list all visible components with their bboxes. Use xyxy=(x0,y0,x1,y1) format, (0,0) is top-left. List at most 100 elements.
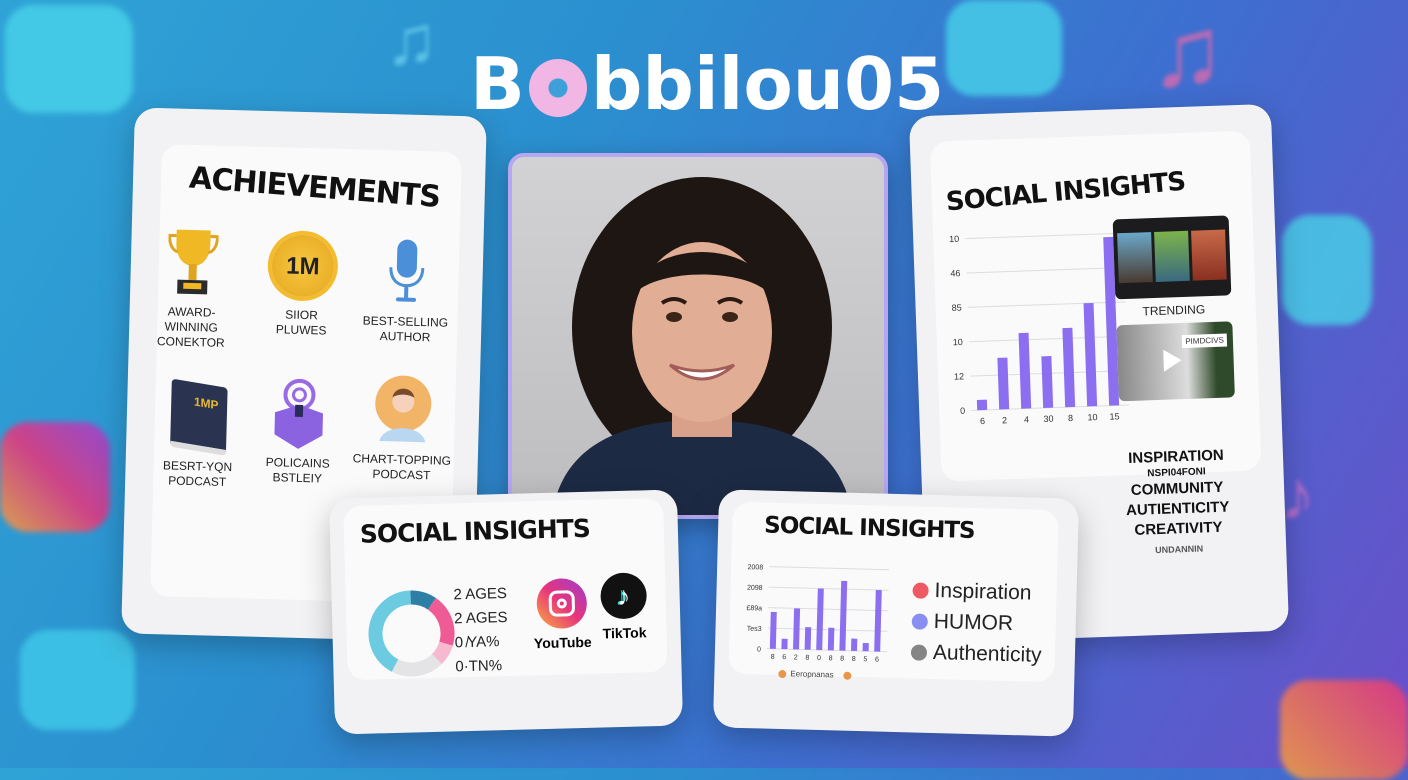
x-tick-label: 2 xyxy=(1002,415,1007,425)
gridline xyxy=(966,266,1125,274)
gridline xyxy=(965,232,1124,240)
x-tick-label: 8 xyxy=(840,656,844,663)
x-tick-label: 5 xyxy=(863,656,867,663)
social-insights-card-bottom: SOCIAL INSIGHTS 0 Tes3 £89a 2098 2008 8 6 2 8 0 8 8… xyxy=(712,489,1080,737)
x-tick-label: 6 xyxy=(980,416,985,426)
bar xyxy=(976,399,988,411)
achievement-label: BEST-SELLING xyxy=(362,313,449,330)
bar xyxy=(1083,302,1098,407)
achievement-label: PLUWES xyxy=(275,322,327,338)
y-tick-label: 10 xyxy=(953,337,963,347)
video-tag: PIMDCIVS xyxy=(1182,333,1228,349)
badge-1m-icon: 1M xyxy=(252,229,354,304)
platform-youtube[interactable]: YouTube xyxy=(531,577,593,652)
achievement-item: BEST-SELLING AUTHOR xyxy=(355,235,458,346)
word-cloud-word: UNDANNIN xyxy=(1155,543,1204,556)
play-icon xyxy=(5,5,133,113)
donut-segment xyxy=(368,590,412,672)
social-insights-card-left: SOCIAL INSIGHTS 2 AGES 2 AGES 0 ̸YA% 0·T… xyxy=(328,489,684,735)
donut-segment xyxy=(410,590,436,610)
podcast-icon xyxy=(274,378,323,449)
insights-title: SOCIAL INSIGHTS xyxy=(763,512,975,545)
legend: Inspiration HUMOR Authenticity xyxy=(910,574,1044,670)
y-tick-label: 0 xyxy=(960,406,965,416)
bar xyxy=(793,608,801,650)
achievement-label: CHART-TOPPING xyxy=(352,451,452,468)
bar xyxy=(1062,327,1076,408)
achievement-label: AUTHOR xyxy=(379,328,431,345)
y-tick-label: 46 xyxy=(950,268,960,278)
donut-label: 0 ̸YA% xyxy=(454,633,500,652)
gridline xyxy=(967,301,1126,308)
person-icon xyxy=(375,375,432,443)
x-tick-label: 2 xyxy=(794,654,798,661)
legend-dot xyxy=(843,671,852,680)
y-tick-label: 12 xyxy=(954,371,964,381)
achievement-item: AWARD-WINNING CONEKTOR xyxy=(141,226,244,352)
x-tick-label: 0 xyxy=(817,655,821,662)
achievement-item: 1MP BESRT-YQN PODCAST xyxy=(147,378,250,491)
x-tick-label: 8 xyxy=(805,655,809,662)
gridline xyxy=(768,607,889,612)
bar xyxy=(862,642,869,652)
achievement-label: PODCAST xyxy=(167,473,227,489)
play-icon[interactable] xyxy=(1163,349,1182,372)
play-icon xyxy=(20,630,135,730)
sub-legend-label: Eeropnanas xyxy=(790,669,834,680)
bar xyxy=(1103,236,1120,406)
microphone-icon xyxy=(389,239,425,302)
legend-label: HUMOR xyxy=(933,609,1014,636)
trending-thumbnail[interactable] xyxy=(1112,215,1232,300)
video-thumbnail[interactable]: PIMDCIVS xyxy=(1116,321,1235,402)
donut-chart xyxy=(368,590,455,677)
trophy-icon xyxy=(168,229,219,295)
y-tick-label: 85 xyxy=(951,303,961,313)
sub-legend: Eeropnanas xyxy=(778,669,852,681)
music-note-icon: ♫ xyxy=(385,1,438,79)
x-tick-label: 8 xyxy=(1068,413,1073,423)
achievement-label: AWARD-WINNING xyxy=(164,304,219,335)
platform-label: YouTube xyxy=(533,633,592,652)
platform-tiktok[interactable]: ♪ TikTok xyxy=(595,572,653,641)
y-tick-label: 2098 xyxy=(747,585,763,592)
bar xyxy=(769,611,777,649)
donut-segment xyxy=(427,598,455,646)
x-tick-label: 8 xyxy=(771,654,775,661)
book-icon: 1MP xyxy=(148,378,250,456)
y-tick-label: 10 xyxy=(949,234,959,244)
x-tick-label: 8 xyxy=(852,656,856,663)
legend-dot xyxy=(912,581,929,599)
donut-label: 2 AGES xyxy=(453,608,508,628)
bar xyxy=(804,627,812,650)
bar xyxy=(1041,356,1054,408)
legend-item: HUMOR xyxy=(911,605,1042,639)
bar-chart: 0 12 10 85 46 10 6 2 4 30 8 10 15 xyxy=(949,232,1130,426)
gridline xyxy=(768,586,889,591)
achievement-label: CONEKTOR xyxy=(156,334,225,350)
instagram-icon xyxy=(536,577,588,630)
achievements-card: ACHIEVEMENTS AWARD-WINNING CONEKTOR 1M SI… xyxy=(121,107,487,643)
logo-icon: o xyxy=(528,59,587,117)
legend-item: Inspiration xyxy=(912,574,1043,608)
legend-item: Authenticity xyxy=(910,636,1042,670)
x-tick-label: 10 xyxy=(1087,412,1097,422)
legend-dot xyxy=(911,612,929,630)
book-badge: 1MP xyxy=(170,378,228,456)
bar xyxy=(874,589,882,652)
badge-text: 1M xyxy=(271,234,335,298)
title-part: bbilou05 xyxy=(590,42,945,126)
donut-segment xyxy=(431,641,453,665)
legend-dot xyxy=(778,669,787,679)
legend-label: Authenticity xyxy=(932,640,1042,667)
bar xyxy=(850,638,858,651)
instagram-icon xyxy=(0,422,110,532)
donut-segment xyxy=(391,653,442,677)
x-tick-label: 8 xyxy=(829,655,833,662)
insights-title: SOCIAL INSIGHTS xyxy=(359,513,591,549)
word-cloud: INSPIRATION NSPI04FONI COMMUNITY AUTIENT… xyxy=(1101,445,1255,562)
x-tick-label: 6 xyxy=(782,654,786,661)
achievement-label: BSTLEIY xyxy=(272,470,323,486)
bar xyxy=(827,627,835,651)
x-tick-label: 6 xyxy=(875,656,879,663)
